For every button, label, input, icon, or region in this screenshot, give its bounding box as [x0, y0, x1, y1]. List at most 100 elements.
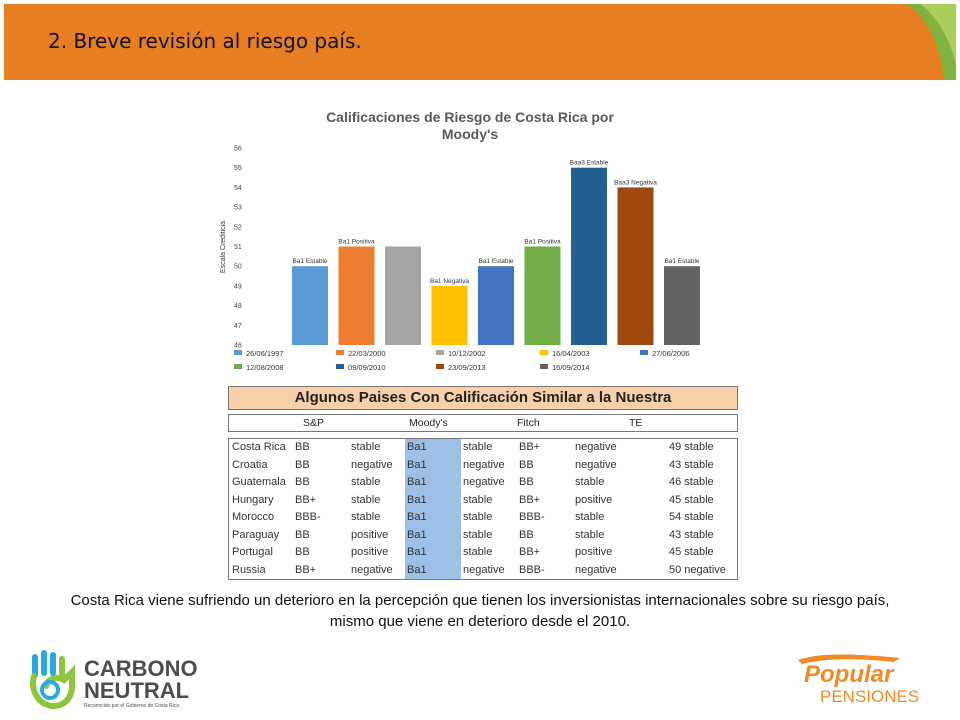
bar-data-label: Ba1 Estable — [664, 258, 699, 265]
y-tick-label: 46 — [234, 343, 242, 350]
legend-swatch — [436, 350, 444, 355]
popular-text: Popular — [804, 661, 895, 688]
table-row: Guatemala BB stable Ba1 negative BB stable 46 s… — [229, 474, 737, 492]
table-row: Costa Rica BB stable Ba1 stable BB+ negative 49… — [229, 439, 737, 457]
popular-pensiones-logo: Popular PENSIONES — [790, 652, 950, 708]
y-tick-label: 56 — [234, 146, 242, 153]
cell-fitch-outlook: positive — [575, 493, 613, 506]
pensiones-text: PENSIONES — [820, 687, 919, 706]
cell-sp-outlook: stable — [351, 493, 381, 506]
legend-label: 26/06/1997 — [246, 349, 284, 358]
ratings-chart: Calificaciones de Riesgo de Costa Rica p… — [212, 100, 752, 385]
bar-2 — [338, 246, 375, 345]
cell-fitch-outlook: stable — [575, 528, 605, 541]
cell-fitch-rating: BB+ — [519, 441, 541, 453]
chart-title-line-1: Calificaciones de Riesgo de Costa Rica p… — [326, 109, 614, 125]
legend-swatch — [540, 364, 548, 369]
cell-moodys-outlook: negative — [463, 476, 505, 488]
bar-data-label: Ba1 Estable — [478, 258, 513, 265]
cell-fitch-outlook: negative — [575, 441, 617, 453]
y-tick-label: 50 — [234, 264, 242, 271]
legend-label: 16/09/2014 — [552, 363, 590, 372]
bar-data-label: Ba1 Positiva — [338, 239, 375, 246]
cell-te-rating: 45 stable — [669, 493, 714, 506]
cell-country: Hungary — [232, 493, 274, 506]
cell-sp-rating: BB — [295, 441, 310, 453]
cell-sp-rating: BB — [295, 476, 310, 488]
cell-moodys-rating: Ba1 — [407, 458, 427, 471]
y-tick-label: 55 — [234, 165, 242, 172]
header-moodys: Moody's — [409, 417, 448, 429]
legend: 26/06/1997 22/03/2000 10/12/2002 16/04/2003… — [234, 349, 690, 372]
cell-moodys-outlook: stable — [463, 511, 493, 523]
cell-te-rating: 43 stable — [669, 458, 714, 471]
cell-sp-rating: BBB- — [295, 511, 321, 523]
cell-sp-rating: BB — [295, 458, 310, 471]
header-fitch: Fitch — [517, 417, 540, 429]
legend-label: 09/09/2010 — [348, 363, 386, 372]
cell-moodys-outlook: negative — [463, 563, 505, 576]
cell-sp-outlook: negative — [351, 563, 393, 576]
table-header-row: S&P Moody's Fitch TE — [228, 414, 738, 432]
cell-fitch-outlook: negative — [575, 563, 617, 576]
cell-sp-outlook: stable — [351, 511, 381, 523]
header-te: TE — [629, 417, 643, 429]
bar-3 — [385, 246, 421, 345]
ratings-chart-svg: Calificaciones de Riesgo de Costa Rica p… — [220, 109, 700, 372]
y-tick-label: 49 — [234, 283, 242, 290]
cell-te-rating: 50 negative — [669, 563, 726, 576]
cell-sp-rating: BB — [295, 528, 310, 541]
carbono-tagline: Reconocido por el Gobierno de Costa Rica — [84, 703, 179, 709]
carbono-neutral-logo: CARBONO NEUTRAL Reconocido por el Gobier… — [28, 650, 218, 710]
cell-fitch-outlook: negative — [575, 458, 617, 471]
cell-moodys-outlook: stable — [463, 441, 493, 453]
cell-te-rating: 45 stable — [669, 546, 714, 558]
legend-label: 22/03/2000 — [348, 349, 386, 358]
cell-moodys-rating: Ba1 — [407, 546, 427, 558]
legend-label: 16/04/2003 — [552, 349, 590, 358]
cell-sp-rating: BB+ — [295, 493, 317, 506]
legend-swatch — [436, 364, 444, 369]
carbono-text: CARBONO — [84, 656, 198, 681]
y-tick-label: 53 — [234, 205, 242, 212]
y-tick-label: 47 — [234, 323, 242, 330]
legend-label: 12/08/2008 — [246, 363, 284, 372]
cell-country: Morocco — [232, 511, 275, 523]
cell-sp-outlook: stable — [351, 441, 381, 453]
cell-te-rating: 46 stable — [669, 476, 714, 488]
cell-fitch-outlook: stable — [575, 476, 605, 488]
cell-sp-outlook: positive — [351, 546, 389, 558]
moodys-column-highlight — [405, 439, 461, 579]
summary-text: Costa Rica viene sufriendo un deterioro … — [70, 592, 890, 630]
bar-5 — [478, 266, 514, 345]
cell-moodys-outlook: stable — [463, 528, 493, 541]
y-tick-label: 52 — [234, 224, 242, 231]
cell-te-rating: 43 stable — [669, 528, 714, 541]
cell-sp-rating: BB — [295, 546, 310, 558]
bar-4 — [431, 285, 468, 345]
cell-sp-outlook: negative — [351, 458, 393, 471]
slide-header: 2. Breve revisión al riesgo país. — [4, 4, 956, 80]
legend-swatch — [234, 350, 242, 355]
legend-swatch — [336, 350, 344, 355]
bar-6 — [524, 246, 561, 345]
cell-country: Russia — [232, 563, 266, 576]
cell-fitch-outlook: positive — [575, 546, 613, 558]
table-row: Russia BB+ negative Ba1 negative BBB-negative… — [229, 562, 737, 580]
bar-1 — [292, 266, 328, 345]
legend-label: 23/09/2013 — [448, 363, 486, 372]
cell-sp-outlook: stable — [351, 476, 381, 488]
cell-country: Costa Rica — [232, 441, 286, 453]
cell-moodys-outlook: stable — [463, 546, 493, 558]
cell-moodys-rating: Ba1 — [407, 476, 427, 488]
table-row: Hungary BB+ stable Ba1 stable BB+ positive 45 s… — [229, 492, 737, 510]
y-axis: 46 47 48 49 50 51 52 53 54 55 56 — [234, 146, 242, 350]
neutral-text: NEUTRAL — [84, 678, 189, 703]
table-row: Paraguay BB positive Ba1 stable BB stable 43 st… — [229, 527, 737, 545]
cell-fitch-outlook: stable — [575, 511, 605, 523]
legend-swatch — [336, 364, 344, 369]
legend-label: 27/06/2006 — [652, 349, 690, 358]
bar-data-label: Ba1 Estable — [292, 258, 327, 265]
table-row: Croatia BB negative Ba1 negative BB negative 43… — [229, 457, 737, 475]
cell-country: Portugal — [232, 546, 273, 558]
